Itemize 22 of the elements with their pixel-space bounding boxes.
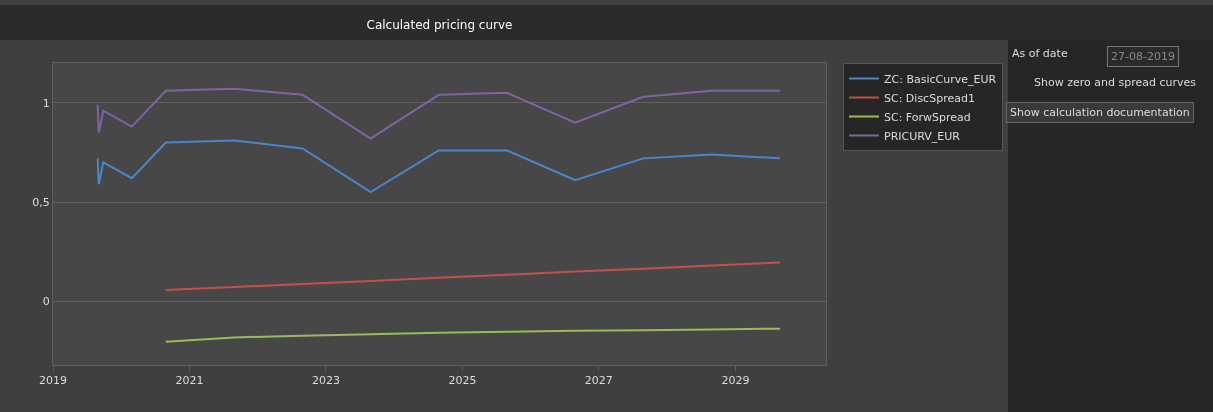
chart-title: Calculated pricing curve	[366, 18, 513, 33]
y-tick-label: 1	[42, 96, 50, 110]
y-tick-label: 0	[42, 295, 50, 309]
text: 27-08-2019	[1111, 50, 1175, 63]
legend-label: PRICURV_EUR	[884, 129, 961, 143]
x-tick-label: 2029	[721, 374, 750, 388]
legend-label: SC: DiscSpread1	[884, 91, 975, 105]
legend-label: ZC: BasicCurve_EUR	[884, 72, 997, 86]
x-tick-label: 2021	[175, 374, 204, 388]
text: As of date	[1012, 47, 1068, 60]
line-series	[164, 261, 781, 292]
line-series	[96, 87, 781, 140]
line-series	[164, 327, 781, 343]
x-tick-label: 2023	[311, 374, 340, 388]
text: Show calculation documentation	[1010, 106, 1190, 119]
x-tick-label: 2025	[448, 374, 477, 388]
legend-label: SC: ForwSpread	[884, 110, 971, 124]
text: Show zero and spread curves	[1034, 76, 1197, 89]
y-tick-label: 0,5	[32, 195, 50, 209]
line-series	[96, 139, 781, 194]
x-tick-label: 2027	[584, 374, 613, 388]
x-tick-label: 2019	[39, 374, 67, 388]
